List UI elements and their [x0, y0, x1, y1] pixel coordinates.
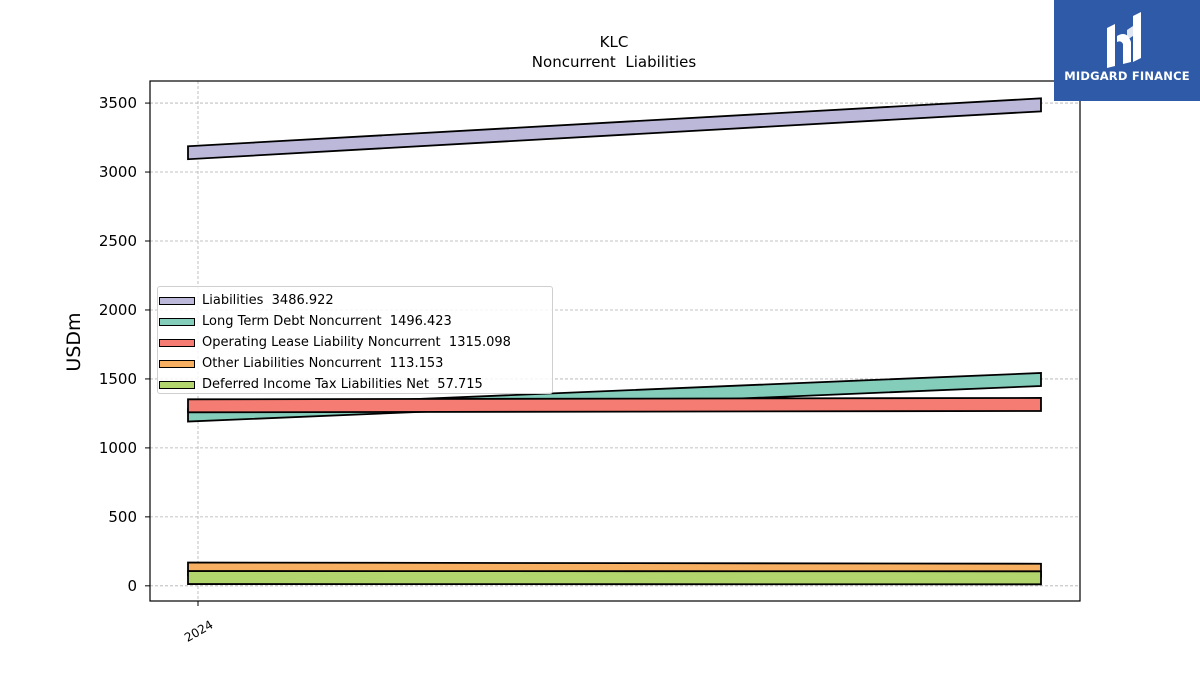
legend: Liabilities 3486.922 Long Term Debt Noncu… [157, 286, 553, 394]
y-tick-label: 1000 [99, 439, 137, 457]
y-tick-label: 1500 [99, 370, 137, 388]
legend-swatch [159, 338, 195, 347]
legend-entry: Long Term Debt Noncurrent 1496.423 [158, 311, 552, 332]
legend-swatch [159, 359, 195, 368]
logo-wordmark: MIDGARD FINANCE [1064, 69, 1190, 83]
legend-swatch [159, 380, 195, 389]
midgard-finance-logo: MIDGARD FINANCE [1054, 0, 1200, 101]
y-tick-label: 500 [108, 508, 137, 526]
legend-label: Deferred Income Tax Liabilities Net 57.7… [202, 377, 483, 392]
legend-entry: Operating Lease Liability Noncurrent 131… [158, 332, 552, 353]
legend-entry: Other Liabilities Noncurrent 113.153 [158, 353, 552, 374]
legend-label: Operating Lease Liability Noncurrent 131… [202, 335, 511, 350]
chart-subtitle: Noncurrent Liabilities [531, 53, 697, 71]
series-band [187, 570, 1042, 586]
x-tick-label: 2024 [182, 617, 215, 644]
legend-label: Liabilities 3486.922 [202, 293, 334, 308]
legend-label: Other Liabilities Noncurrent 113.153 [202, 356, 444, 371]
y-tick-label: 2000 [99, 301, 137, 319]
midgard-logo-icon [1107, 12, 1141, 68]
y-tick-label: 3000 [99, 163, 137, 181]
series-band [187, 397, 1042, 414]
legend-swatch [159, 317, 195, 326]
y-axis-label: USDm [63, 312, 85, 371]
series-layer [187, 97, 1042, 586]
legend-entry: Liabilities 3486.922 [158, 290, 552, 311]
y-tick-label: 2500 [99, 232, 137, 250]
y-tick-label: 3500 [99, 94, 137, 112]
legend-entry: Deferred Income Tax Liabilities Net 57.7… [158, 374, 552, 395]
legend-label: Long Term Debt Noncurrent 1496.423 [202, 314, 452, 329]
plot-frame [149, 80, 1081, 602]
legend-swatch [159, 296, 195, 305]
y-tick-label: 0 [127, 577, 137, 595]
series-band [187, 97, 1042, 161]
chart-title: KLC [599, 33, 629, 51]
